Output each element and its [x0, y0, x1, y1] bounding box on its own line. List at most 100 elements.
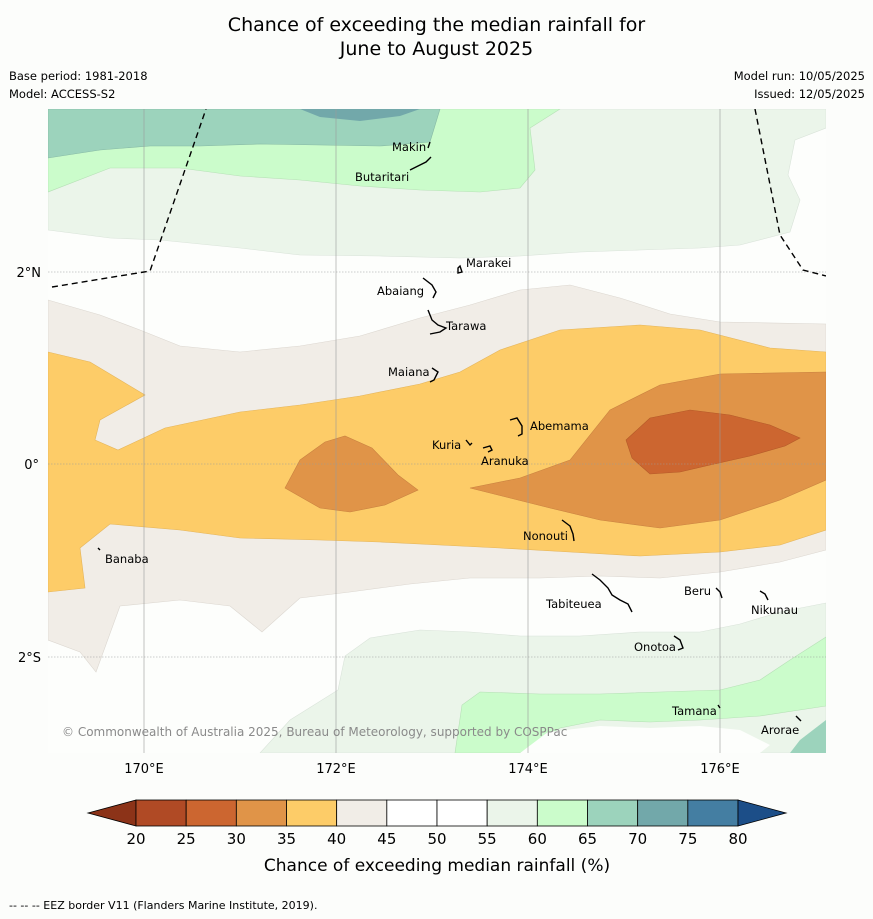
colorbar-tick-label: 40 — [327, 830, 346, 848]
lon-tick-labels: 170°E 172°E 174°E 176°E — [124, 762, 740, 777]
island-maiana — [429, 367, 439, 383]
lon-tick-172: 172°E — [316, 762, 356, 777]
eez-border — [51, 109, 826, 288]
island-banaba — [97, 547, 101, 551]
island-label-tamana: Tamana — [671, 704, 717, 718]
colorbar-cell — [185, 799, 237, 827]
island-label-tabiteuea: Tabiteuea — [545, 597, 602, 611]
island-label-kuria: Kuria — [432, 438, 461, 452]
lon-tick-170: 170°E — [124, 762, 164, 777]
colorbar-tick-label: 35 — [277, 830, 296, 848]
colorbar-cell — [436, 799, 488, 827]
model-name: Model: ACCESS-S2 — [9, 87, 116, 101]
colorbar-tick-label: 60 — [528, 830, 547, 848]
colorbar-tick-label: 50 — [427, 830, 446, 848]
colorbar-tick-label: 20 — [126, 830, 145, 848]
eez-border-east — [754, 109, 826, 277]
island-labels: Makin Butaritari Marakei Abaiang Tarawa … — [105, 140, 799, 737]
meta-left: Base period: 1981-2018 Model: ACCESS-S2 — [9, 67, 148, 103]
region-25-30 — [625, 409, 801, 475]
map-area: Makin Butaritari Marakei Abaiang Tarawa … — [48, 109, 826, 753]
colorbar-ticks: 20 25 30 35 40 45 50 55 60 65 70 75 80 — [126, 830, 747, 848]
colorbar-tick-label: 55 — [478, 830, 497, 848]
island-label-nikunau: Nikunau — [751, 603, 798, 617]
island-label-makin: Makin — [392, 140, 426, 154]
colorbar-cell — [637, 799, 689, 827]
colorbar-tick-label: 80 — [728, 830, 747, 848]
island-label-arorae: Arorae — [761, 723, 799, 737]
colorbar-cell — [135, 799, 187, 827]
colorbar-cell — [687, 799, 739, 827]
island-label-beru: Beru — [684, 584, 711, 598]
region-65-70-north — [48, 109, 441, 159]
lat-tick-2n: 2°N — [17, 266, 42, 281]
issued-date: Issued: 12/05/2025 — [754, 87, 865, 101]
island-label-nonouti: Nonouti — [523, 529, 568, 543]
title-line-2: June to August 2025 — [339, 38, 534, 60]
island-label-butaritari: Butaritari — [355, 170, 409, 184]
colorbar-over-arrow — [737, 799, 788, 827]
lat-tick-2s: 2°S — [18, 651, 41, 666]
region-70-75-north — [300, 109, 420, 121]
colorbar-cell — [587, 799, 639, 827]
island-abemama — [509, 417, 523, 437]
island-nonouti — [561, 519, 575, 542]
title-line-1: Chance of exceeding the median rainfall … — [227, 14, 646, 36]
region-50-55-south — [520, 726, 770, 753]
island-nikunau — [759, 590, 769, 601]
island-kuria — [465, 439, 473, 447]
colorbar: 20 25 30 35 40 45 50 55 60 65 70 75 80 Chance of exc… — [86, 799, 788, 876]
island-label-banaba: Banaba — [105, 552, 149, 566]
colorbar-cell — [536, 799, 588, 827]
model-run: Model run: 10/05/2025 — [733, 69, 865, 83]
island-label-aranuka: Aranuka — [481, 454, 529, 468]
colorbar-tick-label: 75 — [678, 830, 697, 848]
region-30-35-west — [284, 435, 419, 513]
island-tabiteuea — [591, 573, 633, 613]
eez-footnote: -- -- -- EEZ border V11 (Flanders Marine… — [9, 899, 318, 912]
base-period: Base period: 1981-2018 — [9, 69, 148, 83]
copyright-notice: © Commonwealth of Australia 2025, Bureau… — [62, 725, 567, 739]
island-tarawa — [427, 309, 448, 335]
island-label-abaiang: Abaiang — [377, 284, 424, 298]
colorbar-cell — [386, 799, 438, 827]
gridlines — [48, 109, 826, 753]
island-abaiang — [422, 277, 437, 299]
colorbar-cell — [486, 799, 538, 827]
region-65-70-south — [790, 720, 826, 753]
island-label-abemama: Abemama — [530, 419, 589, 433]
island-label-marakei: Marakei — [466, 256, 511, 270]
colorbar-under-arrow — [86, 799, 137, 827]
lon-tick-174: 174°E — [508, 762, 548, 777]
colorbar-tick-label: 30 — [227, 830, 246, 848]
chart-title: Chance of exceeding the median rainfall … — [0, 13, 873, 61]
colorbar-label: Chance of exceeding median rainfall (%) — [264, 856, 610, 876]
island-butaritari — [409, 156, 432, 171]
island-beru — [715, 587, 723, 599]
colorbar-cells — [135, 799, 739, 827]
island-marakei — [457, 264, 463, 274]
lat-tick-0: 0° — [24, 458, 39, 473]
island-label-maiana: Maiana — [388, 365, 430, 379]
region-35-40 — [48, 324, 826, 593]
island-label-onotoa: Onotoa — [634, 640, 676, 654]
colorbar-tick-label: 70 — [628, 830, 647, 848]
island-shapes — [97, 141, 802, 722]
island-tamana — [717, 704, 721, 709]
colorbar-cell — [235, 799, 287, 827]
colorbar-tick-label: 45 — [377, 830, 396, 848]
lon-tick-176: 176°E — [700, 762, 740, 777]
island-label-tarawa: Tarawa — [445, 319, 486, 333]
island-makin — [427, 141, 431, 149]
lat-tick-labels: 2°N 0° 2°S — [17, 266, 42, 666]
island-aranuka — [482, 445, 493, 453]
colorbar-cell — [286, 799, 338, 827]
colorbar-tick-label: 65 — [578, 830, 597, 848]
region-60-65-south — [454, 636, 826, 753]
island-arorae — [795, 715, 802, 722]
meta-right: Model run: 10/05/2025 Issued: 12/05/2025 — [734, 67, 865, 103]
colorbar-tick-label: 25 — [177, 830, 196, 848]
island-onotoa — [673, 635, 684, 651]
eez-border-west — [51, 109, 207, 288]
